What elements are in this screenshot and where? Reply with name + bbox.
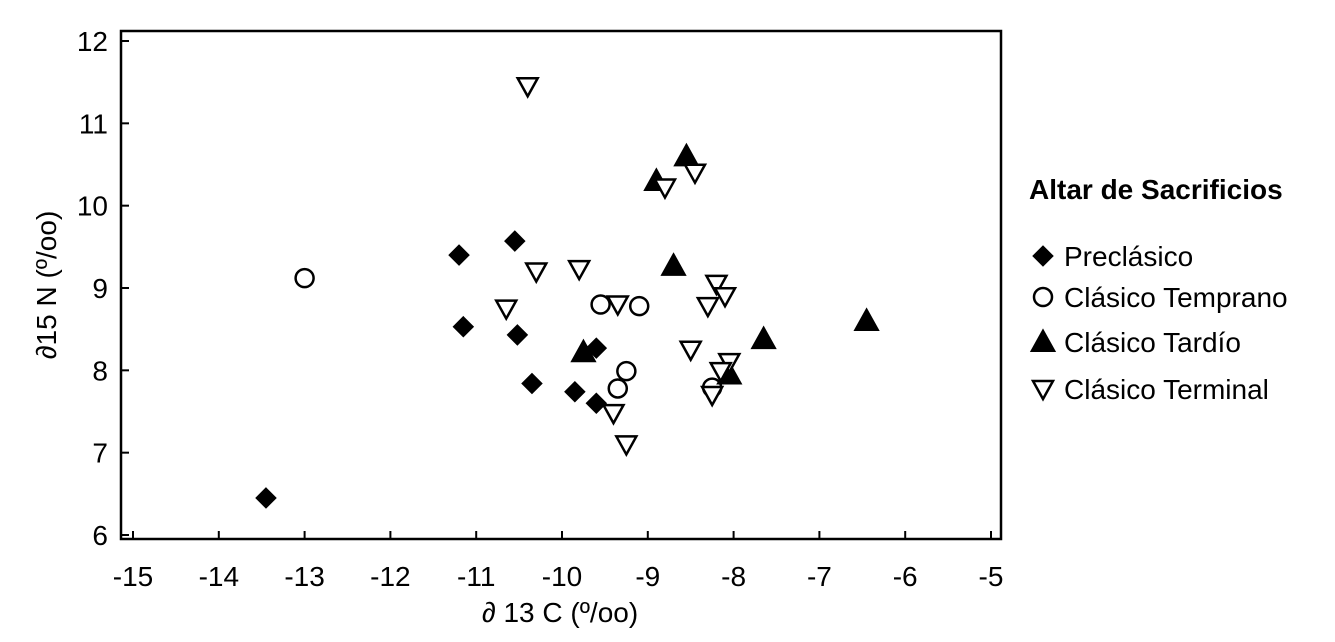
data-point [585, 337, 608, 359]
x-tick-label: -8 [721, 561, 746, 592]
series-circle [294, 267, 723, 399]
x-tick-labels: -15 -14 -13 -12 -11 -10 -9 -8 -7 -6 -5 [113, 561, 1004, 592]
data-point [853, 307, 880, 331]
data-point [605, 295, 630, 318]
y-axis-label: ∂15 N (º/oo) [31, 211, 62, 360]
data-point [708, 361, 733, 384]
data-point [750, 325, 777, 350]
data-point [601, 403, 626, 426]
y-tick-label: 11 [79, 108, 108, 139]
y-tick-label: 12 [77, 26, 108, 57]
data-point [660, 252, 687, 276]
data-point [506, 324, 529, 346]
data-point [614, 435, 639, 458]
data-point [590, 294, 611, 315]
data-point [652, 178, 678, 201]
x-tick-label: -14 [199, 561, 239, 592]
data-point [607, 378, 629, 399]
y-tick-label: 7 [92, 438, 108, 469]
legend-item: Clásico Temprano [1032, 282, 1288, 313]
data-point [294, 267, 315, 289]
data-point [704, 274, 729, 297]
x-tick-label: -10 [542, 561, 582, 592]
x-tick-label: -5 [979, 561, 1004, 592]
legend: Altar de Sacrificios Preclásico Clásico T… [1029, 174, 1288, 405]
data-point [524, 262, 549, 285]
plot-frame [119, 29, 1003, 541]
data-point [673, 142, 700, 167]
data-point [564, 380, 586, 403]
legend-marker [1032, 245, 1054, 267]
x-tick-label: -11 [457, 561, 495, 592]
data-points [255, 77, 880, 509]
data-point [682, 163, 708, 186]
legend-label: Clásico Tardío [1064, 327, 1241, 358]
data-point [452, 315, 475, 338]
x-tick-label: -9 [635, 561, 660, 592]
data-point [712, 286, 738, 309]
y-tick-label: 10 [77, 191, 108, 222]
legend-item: Preclásico [1032, 241, 1193, 272]
legend-item: Clásico Terminal [1030, 374, 1269, 405]
data-point [448, 244, 470, 266]
series-triangle-down [494, 77, 742, 458]
data-point [570, 338, 597, 363]
x-axis-label: ∂ 13 C (º/oo) [482, 597, 638, 628]
legend-marker [1030, 379, 1056, 402]
legend-label: Clásico Terminal [1064, 374, 1269, 405]
data-point [515, 77, 540, 99]
data-point [678, 340, 703, 363]
x-tick-label: -6 [893, 561, 918, 592]
y-tick-label: 8 [92, 355, 108, 386]
legend-label: Clásico Temprano [1064, 282, 1288, 313]
series-triangle-up [570, 142, 880, 385]
legend-item: Clásico Tardío [1029, 327, 1241, 358]
y-tick-label: 6 [92, 520, 108, 551]
data-point [567, 259, 592, 282]
legend-label: Preclásico [1064, 241, 1193, 272]
legend-marker [1032, 286, 1054, 308]
data-point [255, 487, 277, 509]
y-tick-label: 9 [92, 273, 108, 304]
legend-items: Preclásico Clásico Temprano Clásico Tardío… [1029, 241, 1288, 405]
data-point [521, 372, 543, 395]
x-tick-label: -15 [113, 561, 153, 592]
x-tick-label: -13 [284, 561, 324, 592]
data-point [628, 295, 650, 317]
x-tick-label: -7 [807, 561, 832, 592]
y-tick-labels: 6 7 8 9 10 11 12 [77, 26, 108, 551]
data-point [494, 299, 519, 322]
data-point [700, 385, 725, 408]
x-tick-label: -12 [370, 561, 410, 592]
data-point [504, 230, 526, 252]
legend-title: Altar de Sacrificios [1029, 174, 1283, 205]
series-diamond [255, 230, 608, 509]
data-point [695, 296, 720, 319]
legend-marker [1029, 328, 1057, 353]
axis-ticks [121, 40, 992, 539]
data-point [616, 360, 637, 382]
data-point [585, 392, 608, 415]
